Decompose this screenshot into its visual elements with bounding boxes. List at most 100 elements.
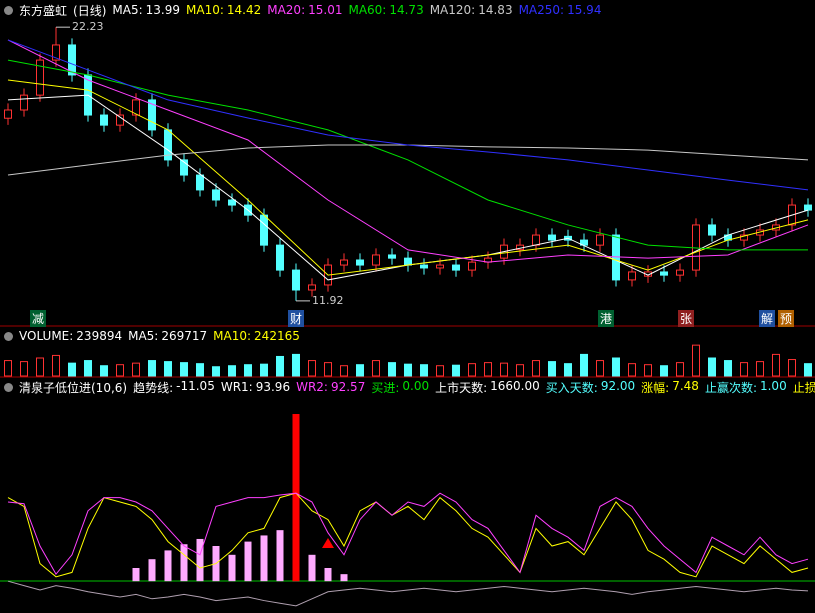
ma-line <box>7 39 809 263</box>
candle-body <box>532 234 540 246</box>
ma-line <box>7 39 809 191</box>
indicator-bar <box>228 554 236 582</box>
legend-value: 1660.00 <box>490 378 540 393</box>
candle-body <box>52 44 60 61</box>
legend-item: 止赢次数: 1.00 <box>705 379 787 396</box>
candle-body <box>228 199 236 206</box>
indicator-bar <box>180 544 188 582</box>
candle-body <box>292 269 300 291</box>
legend-name: MA20: <box>267 3 306 17</box>
volume-bar <box>644 364 652 377</box>
legend-value: -11.05 <box>176 378 215 393</box>
candle-body <box>340 259 348 266</box>
legend-value: 7.48 <box>672 378 699 393</box>
volume-bar <box>260 363 268 377</box>
legend-item: 止损次数:0.00 <box>793 379 815 396</box>
volume-bar <box>180 362 188 377</box>
event-tag: 财 <box>288 310 305 327</box>
volume-bar <box>804 363 812 377</box>
candle-body <box>308 284 316 291</box>
volume-bar <box>68 362 76 377</box>
volume-bar <box>708 357 716 377</box>
legend-name: 上市天数: <box>435 380 488 395</box>
candle-body <box>196 174 204 191</box>
volume-bar <box>612 357 620 377</box>
legend-name: MA10: <box>186 3 224 17</box>
legend-value: 1.00 <box>759 378 787 393</box>
volume-bar <box>500 362 508 377</box>
legend-value: 0.00 <box>402 378 430 393</box>
candle-body <box>148 99 156 131</box>
legend-value: 93.96 <box>255 380 291 394</box>
volume-bar <box>420 364 428 377</box>
legend-value: 14.42 <box>226 3 262 17</box>
legend-name: 买入天数: <box>545 380 598 395</box>
legend-name: MA5: <box>112 3 143 17</box>
indicator-bar <box>308 554 316 582</box>
candle-body <box>20 94 28 111</box>
candle-body <box>804 204 812 211</box>
candle-body <box>388 254 396 259</box>
legend-name: MA10: <box>213 329 252 343</box>
volume-bar <box>724 360 732 377</box>
period: (日线) <box>73 3 107 18</box>
legend-name: 买进: <box>371 380 400 395</box>
legend-value: 14.83 <box>478 3 513 17</box>
legend-name: WR1: <box>220 380 253 394</box>
legend-item: VOLUME: 239894 <box>19 329 122 343</box>
legend-value: 242165 <box>254 329 300 343</box>
legend-name: MA120: <box>429 3 476 17</box>
volume-bar <box>196 363 204 377</box>
volume-bar <box>116 364 124 377</box>
indicator-header: 清泉子低位进(10,6) 趋势线: -11.05 WR1: 93.96 WR2: 92.57… <box>4 379 815 395</box>
event-tag: 解 <box>759 310 776 327</box>
indicator-title: 清泉子低位进(10,6) <box>19 380 128 395</box>
legend-name: MA250: <box>518 3 565 17</box>
volume-bar <box>132 362 140 377</box>
volume-bar <box>4 360 12 377</box>
candle-body <box>404 257 412 266</box>
legend-name: 趋势线: <box>133 380 174 395</box>
candle-body <box>548 234 556 241</box>
indicator-bar <box>340 574 348 582</box>
candle-body <box>260 214 268 246</box>
volume-bar <box>164 361 172 377</box>
candle-body <box>420 264 428 269</box>
legend-name: 止损次数: <box>792 380 815 395</box>
volume-bar <box>628 363 636 377</box>
buy-arrow <box>322 538 334 548</box>
candle-body <box>36 59 44 96</box>
volume-bar <box>532 360 540 377</box>
volume-bar <box>516 364 524 377</box>
indicator-bar <box>260 535 268 582</box>
volume-bar <box>564 363 572 377</box>
event-tag: 减 <box>30 310 47 327</box>
volume-bar <box>548 361 556 377</box>
indicator-bar <box>196 538 204 582</box>
candle-body <box>628 271 636 281</box>
volume-bar <box>756 361 764 377</box>
volume-bar <box>788 359 796 377</box>
volume-bar <box>52 354 60 377</box>
candle-body <box>436 264 444 269</box>
legend-item: WR1: 93.96 <box>221 380 290 394</box>
legend-item: MA10: 242165 <box>213 329 300 343</box>
volume-bar <box>388 362 396 377</box>
volume-bar <box>468 363 476 377</box>
candle-body <box>676 269 684 276</box>
candle-body <box>660 271 668 276</box>
indicator-bar <box>164 550 172 582</box>
volume-bar <box>580 353 588 377</box>
signal-bar <box>292 414 300 582</box>
volume-bar <box>372 360 380 377</box>
ma-line <box>7 79 809 276</box>
indicator-line <box>7 580 809 607</box>
candle-body <box>68 44 76 76</box>
volume-bar <box>212 366 220 377</box>
event-tag: 预 <box>778 310 795 327</box>
legend-item: MA120: 14.83 <box>430 3 513 17</box>
candle-body <box>276 244 284 271</box>
candle-body <box>708 224 716 236</box>
volume-bar <box>36 357 44 377</box>
